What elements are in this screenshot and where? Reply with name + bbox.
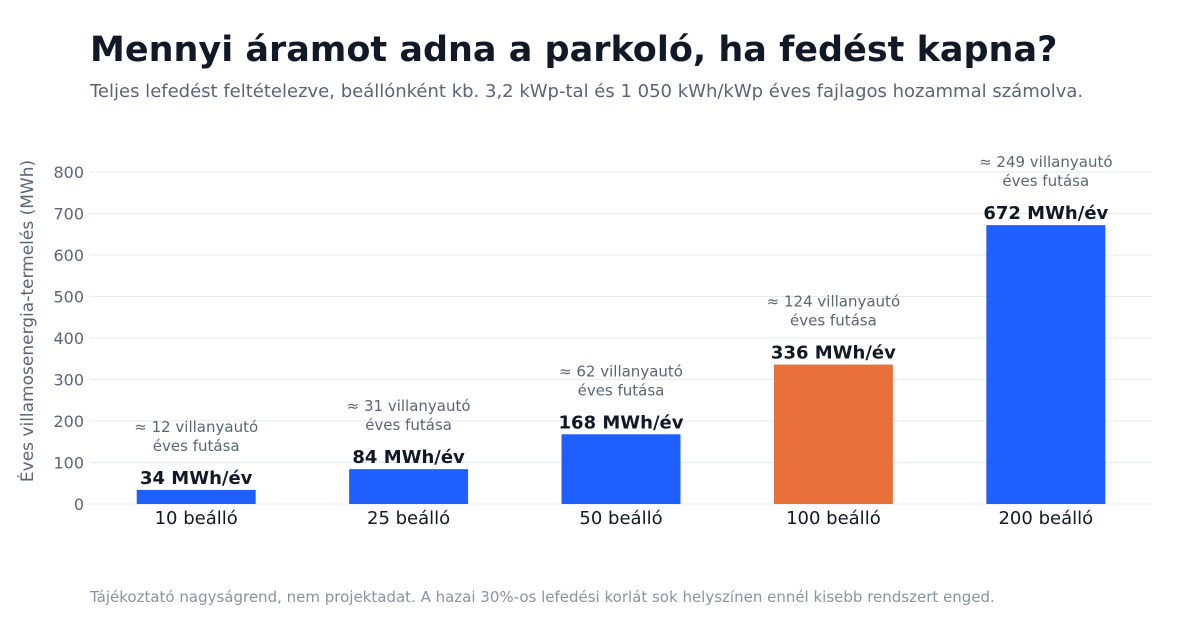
- chart-subtitle: Teljes lefedést feltételezve, beállónkén…: [90, 81, 1084, 102]
- bar-2: [349, 469, 469, 504]
- x-tick-label: 10 beálló: [155, 508, 238, 529]
- y-tick-label: 200: [53, 412, 84, 431]
- y-axis-label: Éves villamosenergia-termelés (MWh): [16, 160, 38, 482]
- y-tick-label: 700: [53, 205, 84, 224]
- bar-annotation-line-2: éves futása: [153, 437, 240, 455]
- y-tick-label: 400: [53, 329, 84, 348]
- y-tick-label: 0: [74, 495, 84, 514]
- bar-annotation-line-2: éves futása: [578, 381, 665, 399]
- bar-annotation-line-1: ≈ 31 villanyautó: [347, 397, 471, 415]
- bar-annotation-line-2: éves futása: [1002, 172, 1089, 190]
- bar-value-label: 84 MWh/év: [352, 447, 465, 468]
- bar-annotation-line-2: éves futása: [790, 312, 877, 330]
- x-tick-label: 100 beálló: [786, 508, 881, 529]
- bar-annotation-line-1: ≈ 249 villanyautó: [979, 153, 1112, 171]
- bar-value-label: 34 MWh/év: [140, 468, 253, 489]
- y-tick-label: 100: [53, 454, 84, 473]
- y-tick-label: 300: [53, 371, 84, 390]
- bar-annotation-line-2: éves futása: [365, 416, 452, 434]
- y-tick-label: 800: [53, 163, 84, 182]
- y-tick-label: 600: [53, 246, 84, 265]
- bar-5: [986, 225, 1106, 504]
- bar-annotation-line-1: ≈ 12 villanyautó: [134, 418, 258, 436]
- bar-value-label: 672 MWh/év: [983, 203, 1108, 224]
- x-tick-label: 25 beálló: [367, 508, 450, 529]
- y-tick-label: 500: [53, 288, 84, 307]
- bar-3: [561, 434, 681, 504]
- chart-title: Mennyi áramot adna a parkoló, ha fedést …: [90, 30, 1058, 70]
- bar-chart: 0 100 200 300 400 500 600 700 800 Éves villamosen…: [16, 153, 1152, 529]
- bar-value-label: 168 MWh/év: [559, 412, 684, 433]
- bar-annotation-line-1: ≈ 62 villanyautó: [559, 362, 683, 380]
- bar-1: [136, 489, 256, 504]
- footnote: Tájékoztató nagyságrend, nem projektadat…: [90, 588, 995, 606]
- x-tick-label: 50 beálló: [579, 508, 662, 529]
- x-tick-label: 200 beálló: [998, 508, 1093, 529]
- bar-value-label: 336 MWh/év: [771, 343, 896, 364]
- bar-4: [773, 364, 893, 504]
- bar-annotation-line-1: ≈ 124 villanyautó: [767, 293, 900, 311]
